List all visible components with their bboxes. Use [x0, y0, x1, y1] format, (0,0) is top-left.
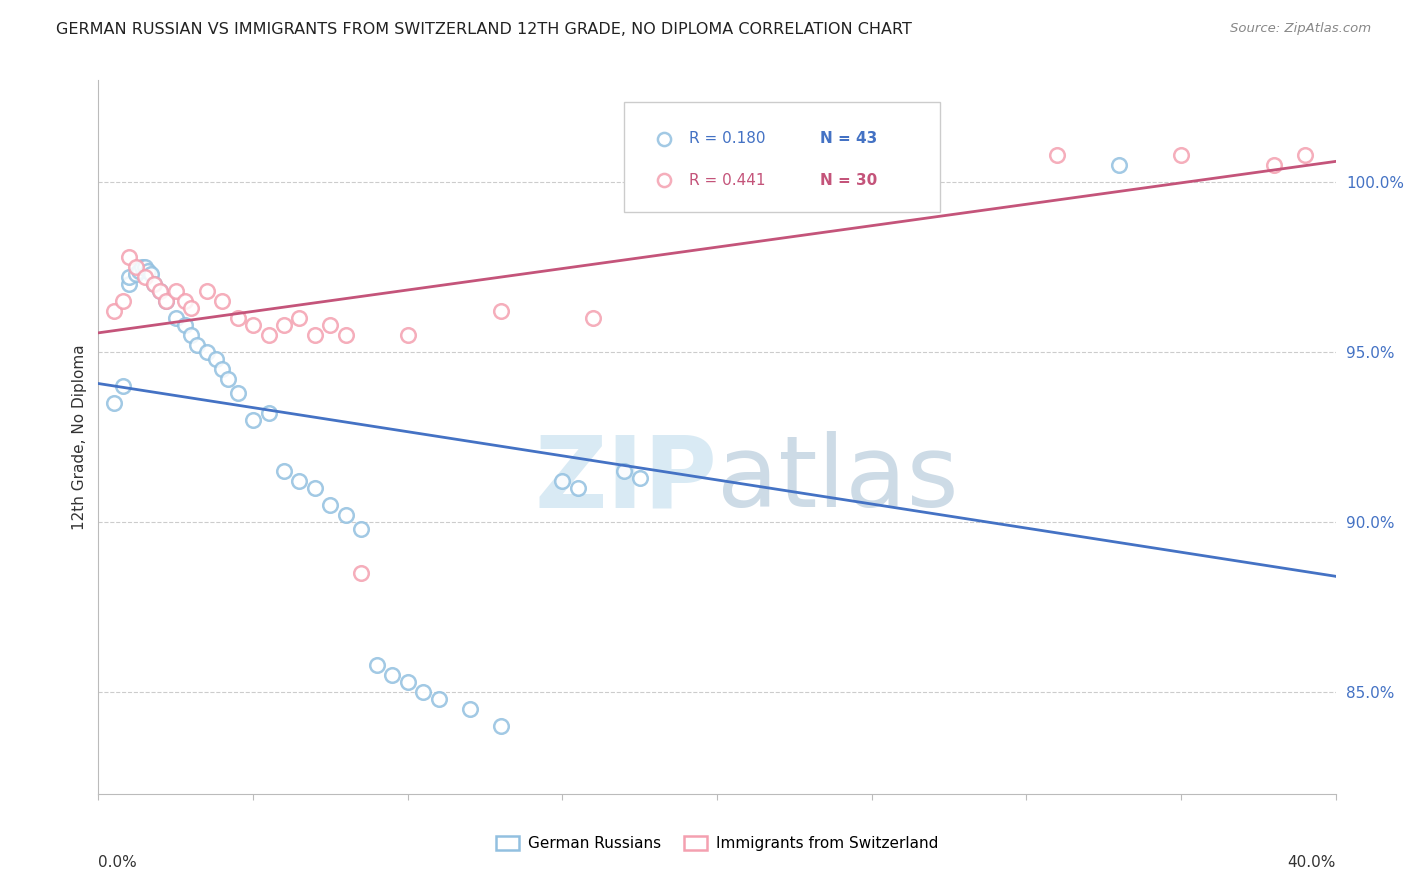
Point: [350, 566, 373, 580]
Point: [1263, 158, 1285, 172]
Point: [288, 311, 311, 326]
Point: [149, 284, 172, 298]
Point: [136, 263, 159, 277]
Point: [551, 475, 574, 489]
Point: [174, 318, 197, 332]
Point: [273, 318, 295, 332]
Point: [1170, 148, 1192, 162]
Point: [366, 657, 388, 672]
Point: [205, 351, 228, 366]
Point: [335, 328, 357, 343]
Point: [165, 311, 187, 326]
Point: [304, 328, 326, 343]
Point: [860, 158, 883, 172]
Point: [242, 413, 264, 427]
Point: [195, 284, 218, 298]
Point: [613, 464, 636, 478]
Point: [319, 318, 342, 332]
Point: [112, 379, 135, 393]
Point: [211, 362, 233, 376]
Point: [139, 267, 162, 281]
Legend: German Russians, Immigrants from Switzerland: German Russians, Immigrants from Switzer…: [489, 830, 945, 857]
Point: [180, 328, 202, 343]
Point: [143, 277, 166, 292]
Point: [165, 284, 187, 298]
Point: [124, 267, 146, 281]
Point: [335, 508, 357, 523]
Text: GERMAN RUSSIAN VS IMMIGRANTS FROM SWITZERLAND 12TH GRADE, NO DIPLOMA CORRELATION: GERMAN RUSSIAN VS IMMIGRANTS FROM SWITZE…: [56, 22, 912, 37]
Text: Source: ZipAtlas.com: Source: ZipAtlas.com: [1230, 22, 1371, 36]
Point: [131, 260, 153, 275]
Point: [304, 481, 326, 495]
Point: [350, 522, 373, 536]
Point: [118, 270, 141, 285]
Point: [288, 475, 311, 489]
Point: [112, 294, 135, 309]
Point: [103, 396, 125, 410]
Text: R = 0.180: R = 0.180: [689, 131, 765, 146]
Point: [458, 702, 481, 716]
Point: [489, 719, 512, 733]
Point: [582, 311, 605, 326]
Point: [396, 674, 419, 689]
Text: ZIP: ZIP: [534, 432, 717, 528]
Point: [118, 277, 141, 292]
Point: [396, 328, 419, 343]
Point: [1294, 148, 1316, 162]
Point: [489, 304, 512, 318]
Point: [242, 318, 264, 332]
Point: [186, 338, 208, 352]
Point: [860, 158, 883, 172]
Point: [134, 260, 156, 275]
Point: [195, 345, 218, 359]
Point: [226, 385, 249, 400]
Point: [1046, 148, 1069, 162]
Point: [155, 294, 177, 309]
Point: [149, 284, 172, 298]
Point: [155, 294, 177, 309]
Text: N = 43: N = 43: [820, 131, 877, 146]
Point: [124, 260, 146, 275]
Text: 0.0%: 0.0%: [98, 855, 138, 870]
Text: R = 0.441: R = 0.441: [689, 173, 765, 187]
Point: [257, 406, 280, 420]
Point: [180, 301, 202, 315]
Point: [134, 270, 156, 285]
Point: [143, 277, 166, 292]
Point: [273, 464, 295, 478]
Point: [226, 311, 249, 326]
Y-axis label: 12th Grade, No Diploma: 12th Grade, No Diploma: [72, 344, 87, 530]
Point: [427, 691, 450, 706]
Text: 40.0%: 40.0%: [1288, 855, 1336, 870]
Point: [1108, 158, 1130, 172]
Text: atlas: atlas: [717, 432, 959, 528]
Point: [103, 304, 125, 318]
Point: [628, 471, 651, 485]
Point: [211, 294, 233, 309]
Point: [257, 328, 280, 343]
Point: [319, 498, 342, 512]
Point: [567, 481, 589, 495]
Point: [217, 372, 239, 386]
Point: [118, 250, 141, 264]
FancyBboxPatch shape: [624, 102, 939, 212]
Point: [381, 668, 404, 682]
Point: [128, 263, 150, 277]
Point: [174, 294, 197, 309]
Point: [412, 685, 434, 699]
Text: N = 30: N = 30: [820, 173, 877, 187]
